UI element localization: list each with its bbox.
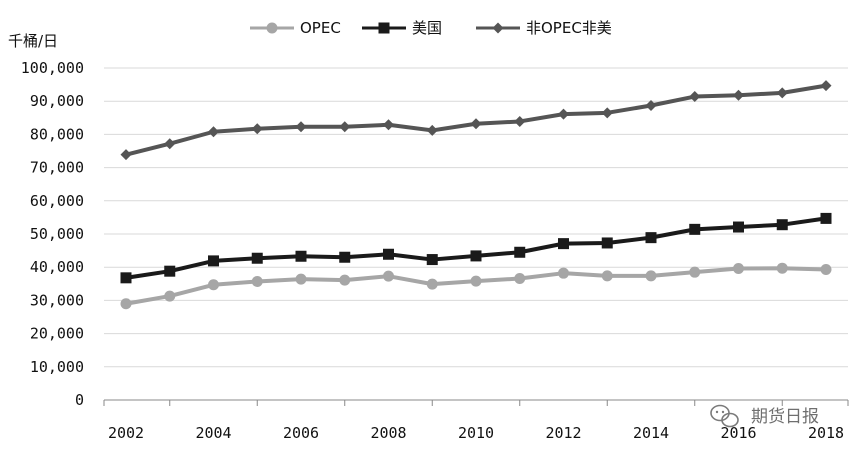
data-point [558, 238, 569, 250]
data-point [776, 87, 788, 99]
data-point [733, 221, 744, 233]
x-tick-label: 2014 [633, 424, 669, 442]
legend: OPEC 美国 非OPEC非美 [250, 19, 612, 37]
data-point [251, 123, 263, 135]
data-point [601, 270, 613, 282]
data-point [164, 290, 176, 302]
data-point [776, 219, 788, 231]
series-2 [120, 212, 832, 284]
data-point [208, 279, 219, 291]
y-tick-label: 70,000 [30, 159, 84, 177]
x-tick-label: 2010 [458, 424, 494, 442]
data-point [383, 119, 394, 131]
data-point [164, 265, 176, 277]
data-point [251, 275, 263, 287]
series-1 [120, 262, 832, 310]
data-point [820, 264, 832, 276]
data-point [339, 121, 351, 133]
data-point [426, 124, 438, 136]
y-axis-unit-label: 千桶/日 [8, 32, 58, 50]
wechat-icon [710, 404, 739, 428]
legend-swatch-marker [266, 22, 278, 34]
x-tick-label: 2016 [720, 424, 756, 442]
legend-label: 非OPEC非美 [526, 19, 612, 37]
data-point [383, 248, 394, 260]
legend-item: 美国 [362, 19, 442, 37]
data-point [689, 266, 701, 278]
legend-label: OPEC [300, 19, 341, 37]
x-tick-label: 2006 [283, 424, 319, 442]
legend-item: OPEC [250, 19, 341, 37]
data-point [820, 80, 832, 92]
x-tick-label: 2008 [370, 424, 406, 442]
y-tick-label: 20,000 [30, 325, 84, 343]
data-point [514, 246, 526, 258]
data-point [689, 223, 701, 235]
y-tick-label: 100,000 [21, 59, 84, 77]
data-point [514, 272, 526, 284]
data-point [820, 212, 832, 224]
data-point [208, 126, 219, 138]
y-tick-label: 10,000 [30, 358, 84, 376]
x-tick-label: 2002 [108, 424, 144, 442]
data-point [558, 108, 569, 120]
x-tick-label: 2004 [195, 424, 231, 442]
data-point [339, 274, 351, 286]
y-tick-label: 80,000 [30, 125, 84, 143]
data-point [164, 138, 176, 150]
y-axis-ticks: 0 10,000 20,000 30,000 40,000 50,000 60,000 70,… [21, 59, 84, 409]
data-point [251, 252, 263, 264]
y-tick-label: 90,000 [30, 92, 84, 110]
legend-swatch-marker [378, 22, 390, 34]
data-point [733, 89, 744, 101]
legend-item: 非OPEC非美 [476, 19, 612, 37]
data-point [645, 232, 657, 244]
legend-swatch-marker [492, 22, 504, 34]
data-point [120, 272, 132, 284]
watermark: 期货日报 [710, 404, 819, 428]
data-point [426, 254, 438, 266]
legend-label: 美国 [412, 19, 442, 37]
x-tick-label: 2012 [545, 424, 581, 442]
data-point [470, 275, 482, 287]
data-point [295, 250, 307, 262]
data-point [601, 107, 613, 119]
y-tick-label: 0 [75, 391, 84, 409]
y-tick-label: 50,000 [30, 225, 84, 243]
data-point [470, 118, 482, 130]
y-tick-label: 30,000 [30, 291, 84, 309]
data-point [645, 270, 657, 282]
data-point [645, 100, 657, 112]
data-point [558, 267, 569, 279]
series-group [120, 80, 832, 310]
data-point [470, 250, 482, 262]
y-tick-label: 40,000 [30, 258, 84, 276]
data-point [208, 255, 219, 267]
data-point [514, 115, 526, 127]
series-3 [120, 80, 832, 161]
data-point [733, 263, 744, 275]
data-point [339, 251, 351, 263]
x-tick-label: 2018 [808, 424, 844, 442]
watermark-text: 期货日报 [751, 407, 819, 427]
data-point [383, 270, 394, 282]
gridlines [104, 67, 848, 368]
data-point [295, 273, 307, 285]
data-point [426, 278, 438, 290]
data-point [689, 91, 701, 103]
data-point [120, 149, 132, 161]
data-point [120, 298, 132, 310]
data-point [601, 237, 613, 249]
data-point [776, 262, 788, 274]
data-point [295, 121, 307, 133]
x-axis: 2002 2004 2006 2008 2010 2012 2014 2016 2018 [103, 399, 849, 442]
y-tick-label: 60,000 [30, 192, 84, 210]
